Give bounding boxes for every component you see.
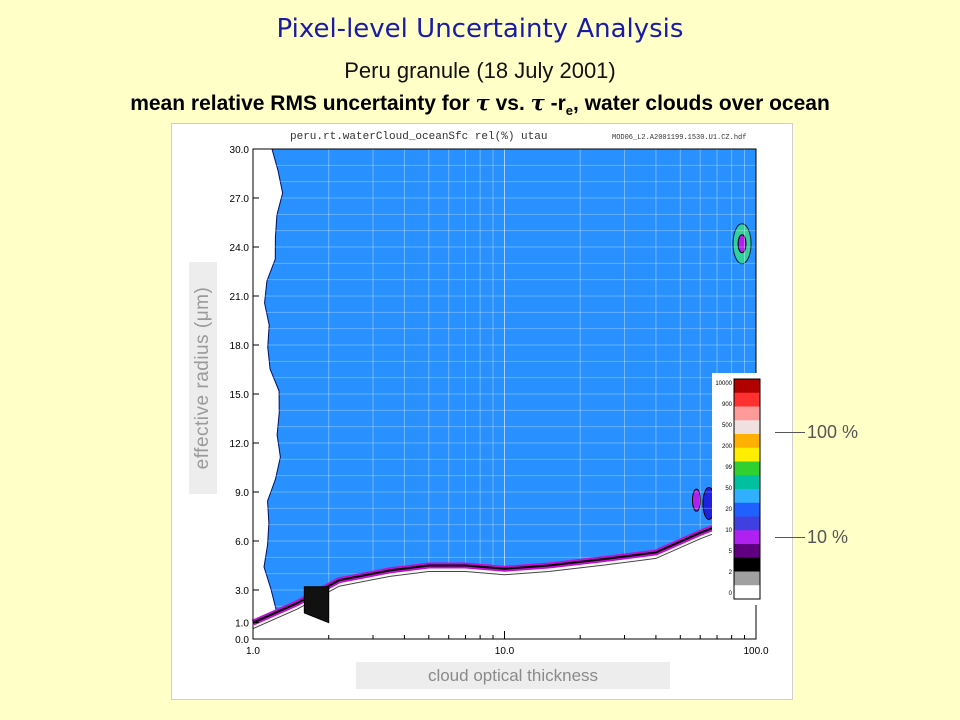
colorbar-tick-label: 50	[725, 486, 732, 492]
x-tick-label: 1.0	[246, 646, 260, 657]
y-tick-label: 18.0	[230, 341, 250, 352]
grid-lines	[253, 149, 756, 639]
colorbar-tick-label: 5	[729, 549, 733, 555]
y-tick-label: 3.0	[235, 586, 249, 597]
y-tick-label: 24.0	[230, 243, 250, 254]
page-title: Pixel-level Uncertainty Analysis	[276, 14, 684, 44]
contour-bands	[263, 149, 756, 639]
colorbar-swatch	[734, 489, 760, 504]
cloud-edge	[251, 508, 758, 639]
colorbar-tick-label: 0	[729, 591, 733, 597]
y-tick-label: 6.0	[235, 537, 249, 548]
no-retrieval-region	[253, 511, 756, 639]
colorbar-swatch	[734, 392, 760, 407]
plot-header-right: MOD06_L2.A2001199.1530.U1.CZ.hdf	[612, 134, 746, 142]
colorbar-swatch	[734, 461, 760, 476]
colorbar-swatch	[734, 557, 760, 572]
tau-symbol-2: τ	[530, 90, 545, 115]
colorbar-swatch	[734, 544, 760, 559]
ylabel-background	[189, 262, 217, 494]
colorbar-swatch	[734, 530, 760, 545]
colorbar-swatch	[734, 571, 760, 586]
y-axis-label: effective radius (μm)	[192, 286, 213, 470]
edge-line-outer	[252, 517, 757, 630]
colorbar-swatch	[734, 447, 760, 462]
colorbar-swatch	[734, 434, 760, 449]
colorbar-tick-label: 99	[725, 465, 732, 471]
x-axis-label: cloud optical thickness	[427, 666, 599, 685]
annotation-10-percent: 10 %	[807, 527, 849, 547]
colorbar-swatch	[734, 379, 760, 394]
colorbar-tick-label: 200	[722, 444, 733, 450]
y-tick-label: 9.0	[235, 488, 249, 499]
xlabel-background	[356, 662, 670, 689]
uncertainty-heatmap: peru.rt.waterCloud_oceanSfc rel(%) utau …	[230, 131, 769, 657]
colorbar-tick-label: 500	[722, 423, 733, 429]
colorbar-tick-label: 20	[725, 507, 732, 513]
x-tick-label: 10.0	[495, 646, 515, 657]
colorbar-swatch	[734, 420, 760, 435]
colorbar-swatch	[734, 406, 760, 421]
y-tick-label: 21.0	[230, 292, 250, 303]
y-tick-label: 12.0	[230, 439, 250, 450]
colorbar-swatch	[734, 516, 760, 531]
description-vs: vs.	[489, 92, 531, 115]
description-suffix: , water clouds over ocean	[573, 92, 830, 115]
y-tick-label: 15.0	[230, 390, 250, 401]
colorbar-swatch	[734, 475, 760, 490]
colorbar-tick-label: 900	[722, 402, 733, 408]
description-prefix: mean relative RMS uncertainty for	[130, 92, 476, 115]
chart-description: mean relative RMS uncertainty for τ vs. …	[0, 90, 960, 118]
plot-header-left: peru.rt.waterCloud_oceanSfc rel(%) utau	[290, 131, 547, 143]
annotation-line-lower	[775, 537, 805, 538]
y-tick-label: 0.0	[235, 635, 249, 646]
annotation-line-upper	[775, 432, 805, 433]
tau-symbol: τ	[475, 90, 490, 115]
description-re-sub: e	[565, 103, 574, 119]
colorbar-swatch	[734, 502, 760, 517]
colorbar-tick-label: 10000	[715, 381, 732, 387]
x-tick-label: 100.0	[743, 646, 768, 657]
description-re: -r	[544, 92, 566, 115]
edge-wedge	[303, 586, 330, 624]
y-tick-label: 1.0	[235, 619, 249, 630]
contour-spot	[737, 234, 747, 254]
page-subtitle: Peru granule (18 July 2001)	[344, 58, 616, 83]
y-tick-label: 27.0	[230, 194, 250, 205]
edge-line	[252, 510, 757, 624]
colorbar-border	[733, 378, 761, 600]
colorbar-tick-label: 10	[725, 528, 732, 534]
plot-frame: peru.rt.waterCloud_oceanSfc rel(%) utau …	[171, 123, 793, 700]
y-tick-label: 30.0	[230, 145, 250, 156]
annotation-100-percent: 100 %	[807, 422, 859, 442]
contour-spot	[692, 488, 702, 512]
colorbar-swatch	[734, 585, 760, 600]
colorbar-tick-label: 2	[729, 570, 733, 576]
